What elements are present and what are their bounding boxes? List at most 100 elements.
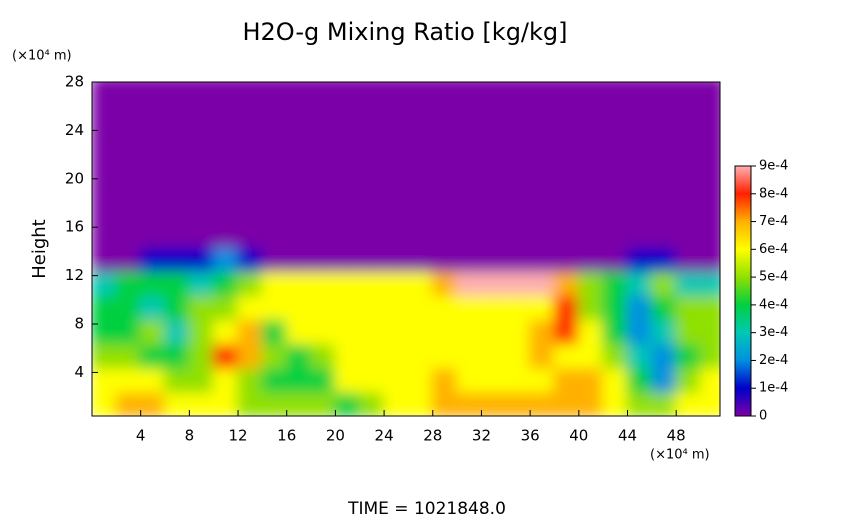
cell (212, 172, 240, 200)
cell (164, 318, 191, 345)
cell (529, 293, 556, 321)
cell (261, 366, 288, 393)
cell (139, 318, 167, 345)
cell (431, 124, 459, 151)
cell (626, 366, 653, 393)
cell (285, 318, 313, 345)
cell (650, 318, 678, 345)
footer: TIME = 1021848.0 (347, 499, 506, 519)
cell (285, 342, 313, 369)
cell (431, 148, 459, 175)
cell (92, 342, 118, 369)
cell (626, 148, 653, 175)
cell (92, 82, 118, 103)
cell (407, 269, 434, 296)
cell (237, 221, 264, 248)
cell (261, 221, 288, 248)
cell (115, 82, 142, 103)
cell (456, 245, 483, 272)
cell (212, 318, 240, 345)
cell (602, 366, 629, 393)
cell (626, 197, 653, 224)
cell (334, 100, 361, 127)
cell (650, 124, 678, 151)
cell (188, 221, 215, 248)
cell (164, 100, 191, 127)
cell (431, 221, 459, 248)
cell (480, 269, 507, 296)
x-tick-label: 8 (185, 427, 195, 445)
cell (626, 245, 653, 272)
cell (504, 221, 532, 248)
cell (285, 172, 313, 200)
x-tick-label: 44 (618, 427, 637, 445)
cell (553, 293, 580, 321)
cell (480, 197, 507, 224)
cell (92, 293, 118, 321)
cell (212, 82, 240, 103)
cell (529, 342, 556, 369)
cell (261, 100, 288, 127)
colorbar-tick-label: 6e-4 (759, 242, 788, 257)
cell (139, 100, 167, 127)
cell (358, 342, 386, 369)
cell (650, 269, 678, 296)
cell (92, 197, 118, 224)
cell (553, 342, 580, 369)
colorbar-tick-label: 5e-4 (759, 270, 788, 285)
cell (212, 148, 240, 175)
cell (188, 293, 215, 321)
cell (188, 197, 215, 224)
cell (504, 124, 532, 151)
cell (650, 366, 678, 393)
cell (285, 269, 313, 296)
cell (675, 148, 702, 175)
cell (285, 197, 313, 224)
colorbar-tick-label: 7e-4 (759, 214, 788, 229)
cell (188, 124, 215, 151)
cell (407, 366, 434, 393)
cell (139, 221, 167, 248)
cell (383, 82, 410, 103)
cell (139, 269, 167, 296)
cell (115, 148, 142, 175)
x-tick-label: 36 (521, 427, 540, 445)
cell (139, 245, 167, 272)
cell (407, 124, 434, 151)
cell (407, 148, 434, 175)
cell (285, 366, 313, 393)
cell (675, 100, 702, 127)
cell (164, 293, 191, 321)
cell (626, 82, 653, 103)
cell (334, 124, 361, 151)
cell (529, 390, 556, 416)
x-tick-label: 28 (423, 427, 442, 445)
cell (310, 269, 337, 296)
cell (334, 342, 361, 369)
cell (553, 82, 580, 103)
cell (310, 148, 337, 175)
cell (139, 390, 167, 416)
cell (504, 342, 532, 369)
cell (456, 293, 483, 321)
cell (480, 342, 507, 369)
cell (212, 293, 240, 321)
cell (699, 269, 720, 296)
cell (504, 269, 532, 296)
cell (383, 318, 410, 345)
cell (529, 318, 556, 345)
x-tick-label: 48 (667, 427, 686, 445)
cell (261, 148, 288, 175)
cell (553, 221, 580, 248)
cell (675, 197, 702, 224)
cell (553, 245, 580, 272)
cell (310, 124, 337, 151)
cell (529, 269, 556, 296)
cell (577, 124, 605, 151)
cell (577, 269, 605, 296)
cell (358, 366, 386, 393)
cell (115, 269, 142, 296)
cell (358, 82, 386, 103)
cell (164, 245, 191, 272)
cell (139, 197, 167, 224)
